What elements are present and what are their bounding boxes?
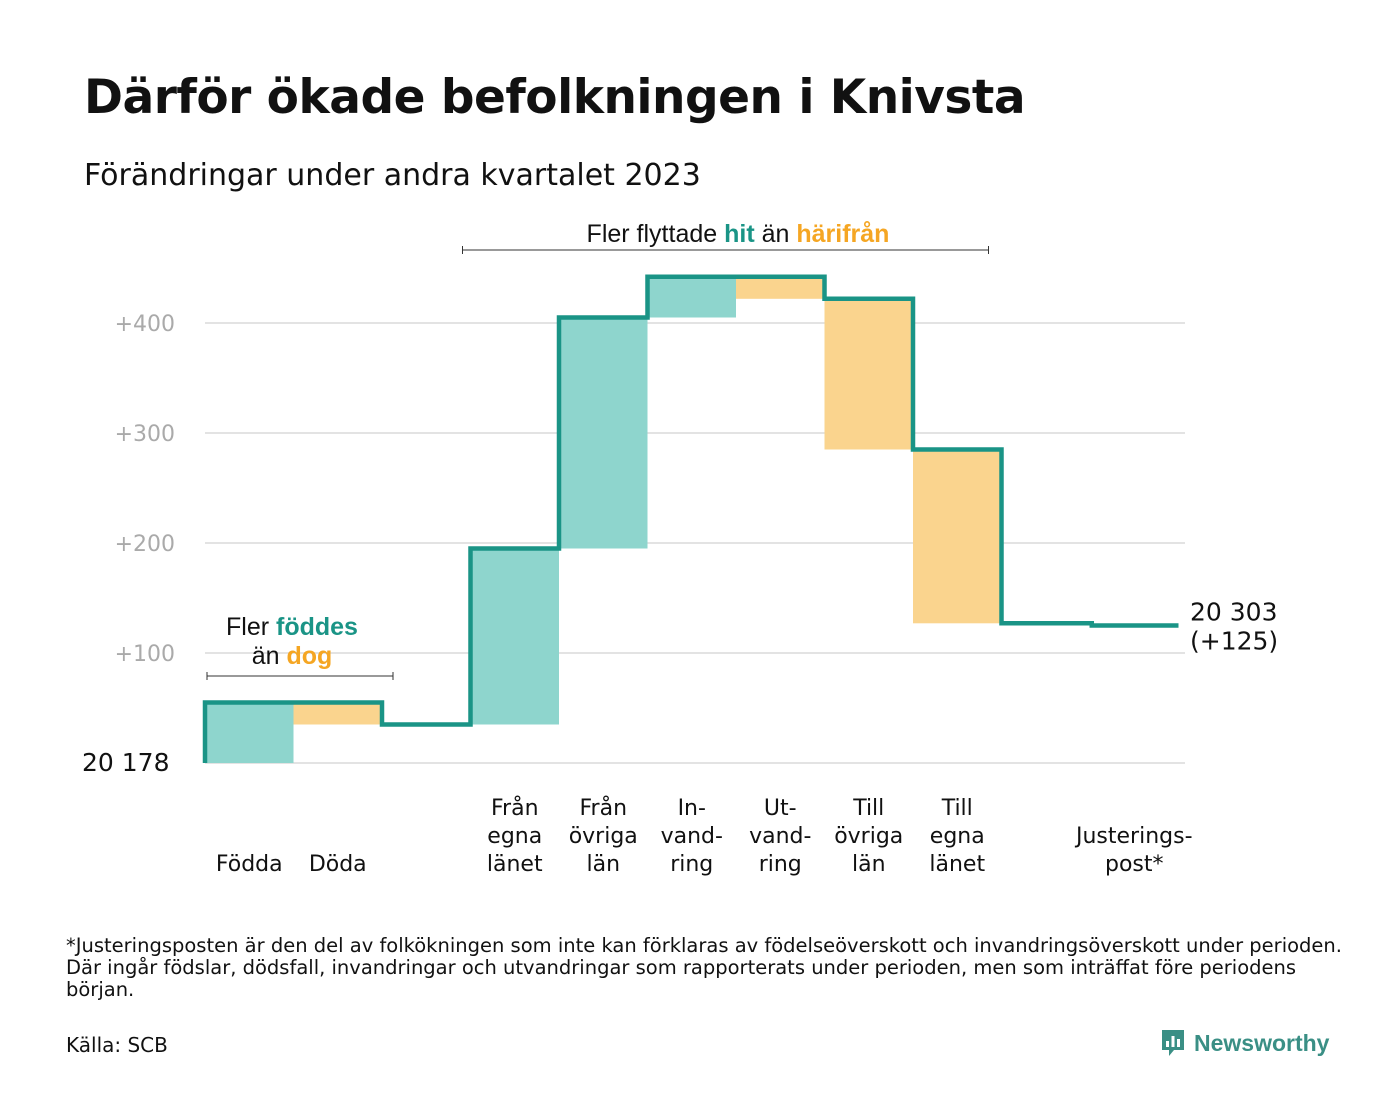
end-change-label: (+125) bbox=[1190, 627, 1278, 656]
category-label: ring bbox=[670, 852, 713, 877]
waterfall-bar bbox=[470, 548, 559, 725]
waterfall-bar bbox=[647, 276, 736, 318]
step-line-layer bbox=[202, 274, 1179, 763]
end-value-label: 20 303 bbox=[1190, 598, 1277, 627]
footnote: *Justeringsposten är den del av folkökni… bbox=[66, 934, 1342, 1001]
annotation-layer: Fler flyttade hit än härifrån Fler föddes… bbox=[206, 220, 989, 680]
grid-layer bbox=[205, 322, 1185, 764]
y-tick-label: +200 bbox=[115, 532, 175, 557]
migration-annotation-part: hit bbox=[724, 220, 755, 248]
birth-annotation-line2-part: dog bbox=[286, 642, 332, 670]
waterfall-bar bbox=[913, 449, 1002, 624]
y-tick-label: +400 bbox=[115, 312, 175, 337]
category-label: länet bbox=[929, 852, 985, 877]
category-label: länet bbox=[487, 852, 543, 877]
bar-layer bbox=[205, 276, 1002, 763]
migration-annotation-part: härifrån bbox=[796, 220, 889, 248]
waterfall-chart: +100 +200 +300 +400 20 178 Födda Döda Från egna l… bbox=[82, 220, 1278, 877]
category-label: övriga bbox=[834, 824, 903, 849]
category-label: län bbox=[586, 852, 620, 877]
start-value-label: 20 178 bbox=[82, 748, 169, 777]
y-tick-label: +300 bbox=[115, 422, 175, 447]
bar-chart-speech-icon bbox=[1162, 1030, 1184, 1056]
category-label: Justerings- bbox=[1074, 824, 1193, 849]
category-label: Döda bbox=[309, 852, 367, 877]
category-label: In- bbox=[678, 796, 706, 821]
y-tick-label: +100 bbox=[115, 642, 175, 667]
category-label: Till bbox=[852, 796, 884, 821]
waterfall-bar bbox=[293, 702, 382, 725]
logo-text: Newsworthy bbox=[1194, 1029, 1330, 1056]
category-label: övriga bbox=[569, 824, 638, 849]
cumulative-step-line bbox=[202, 274, 1179, 763]
source-label: Källa: SCB bbox=[66, 1033, 168, 1057]
category-label: vand- bbox=[661, 824, 723, 849]
birth-annotation-line2: än dog bbox=[252, 642, 333, 670]
waterfall-bar bbox=[736, 276, 825, 299]
category-label: vand- bbox=[749, 824, 811, 849]
birth-annotation-part: Fler bbox=[226, 613, 276, 641]
birth-annotation: Fler föddes bbox=[226, 613, 358, 641]
waterfall-bar bbox=[559, 317, 648, 549]
waterfall-bar bbox=[205, 702, 294, 763]
category-label: Ut- bbox=[764, 796, 797, 821]
migration-annotation-part: Fler flyttade bbox=[587, 220, 725, 248]
birth-annotation-line2-part: än bbox=[252, 642, 287, 670]
waterfall-bar bbox=[824, 298, 913, 450]
category-label: Födda bbox=[216, 852, 283, 877]
category-label: län bbox=[852, 852, 886, 877]
category-label: post* bbox=[1105, 852, 1164, 877]
category-label: egna bbox=[930, 824, 985, 849]
birth-annotation-part: föddes bbox=[276, 613, 358, 641]
chart-subtitle: Förändringar under andra kvartalet 2023 bbox=[84, 158, 701, 193]
category-label: Från bbox=[579, 795, 627, 821]
category-label: egna bbox=[487, 824, 542, 849]
newsworthy-logo: Newsworthy bbox=[1160, 1028, 1329, 1058]
category-label: ring bbox=[759, 852, 802, 877]
chart-title: Därför ökade befolkningen i Knivsta bbox=[84, 70, 1026, 125]
migration-annotation-part: än bbox=[755, 220, 797, 248]
label-layer: +100 +200 +300 +400 20 178 Födda Döda Från egna l… bbox=[82, 312, 1278, 877]
category-label: Från bbox=[491, 795, 539, 821]
migration-annotation: Fler flyttade hit än härifrån bbox=[587, 220, 890, 248]
category-label: Till bbox=[941, 796, 973, 821]
